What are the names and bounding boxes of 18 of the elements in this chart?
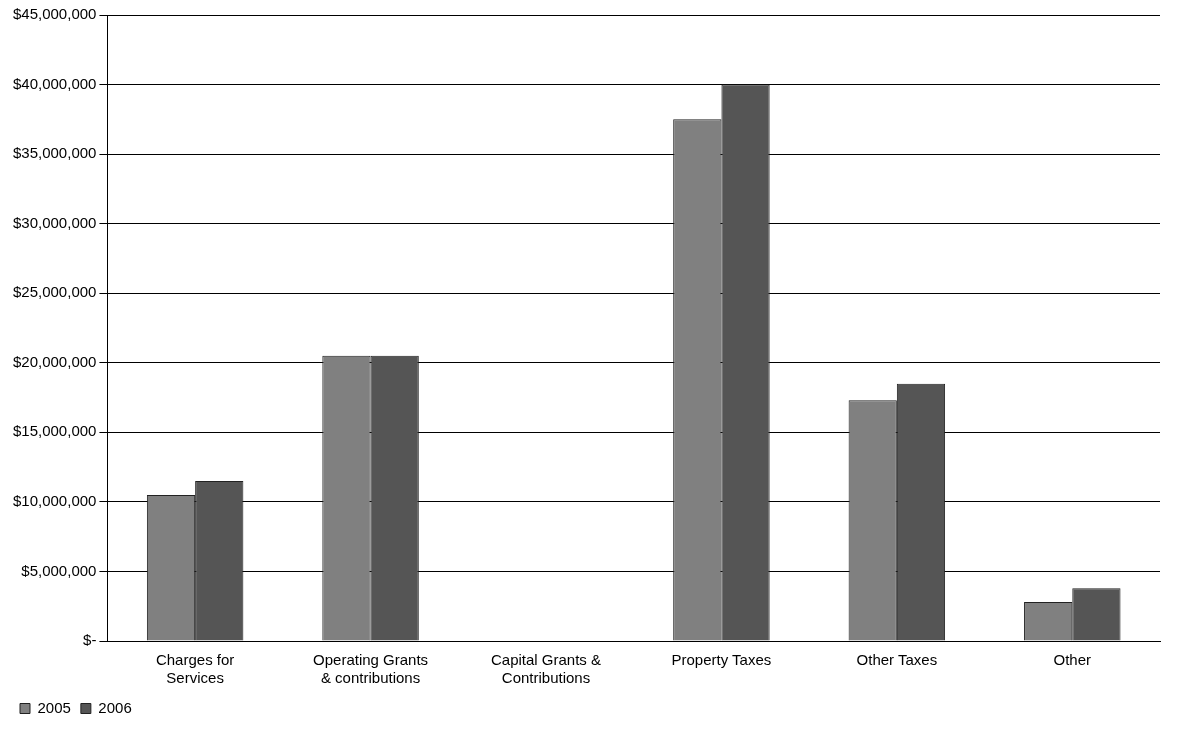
x-tick-label: Capital Grants & Contributions xyxy=(490,651,602,687)
y-tick-label: $35,000,000 xyxy=(12,144,97,162)
x-tick-label: Charges for Services xyxy=(155,651,235,687)
x-tick-label: Other Taxes xyxy=(856,651,938,669)
y-tick-label: $45,000,000 xyxy=(12,5,97,23)
y-tick-label: $10,000,000 xyxy=(12,492,97,510)
x-tick-label: Property Taxes xyxy=(671,651,772,669)
x-tick-label: Operating Grants & contributions xyxy=(313,651,429,687)
legend-label: 2005 xyxy=(37,698,71,716)
y-tick-label: $5,000,000 xyxy=(21,561,97,579)
y-tick-label: $25,000,000 xyxy=(12,283,97,301)
y-tick-label: $15,000,000 xyxy=(12,422,97,440)
y-tick-label: $- xyxy=(83,631,97,649)
y-tick-label: $30,000,000 xyxy=(12,213,97,231)
legend-label: 2006 xyxy=(98,698,132,716)
x-tick-label: Other xyxy=(1053,651,1092,669)
y-tick-label: $20,000,000 xyxy=(12,352,97,370)
y-tick-label: $40,000,000 xyxy=(12,74,97,92)
